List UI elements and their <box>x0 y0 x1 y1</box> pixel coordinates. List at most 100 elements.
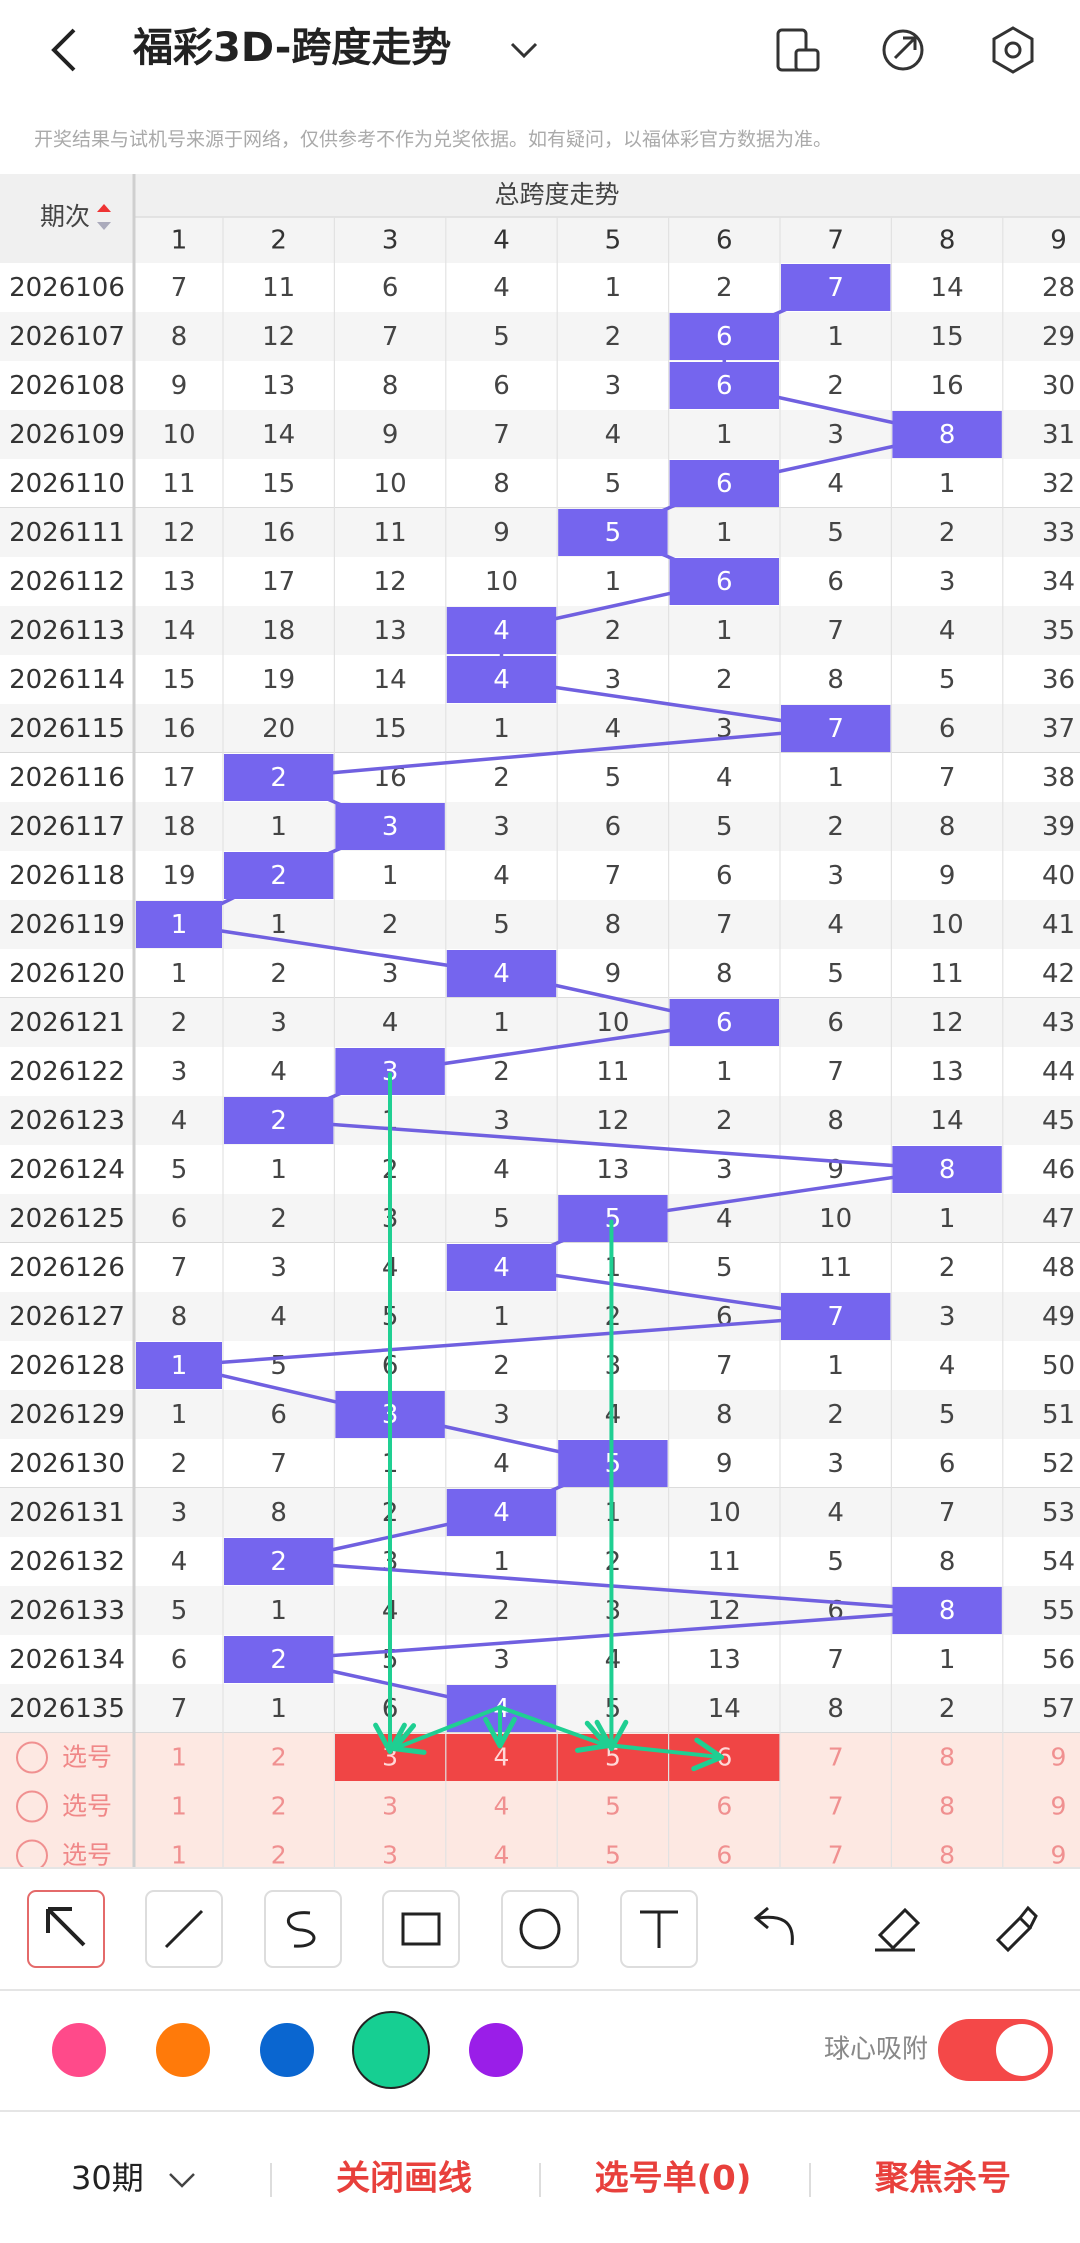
select-number[interactable]: 1 <box>171 1743 187 1772</box>
period-selector[interactable]: 30期 <box>71 2159 144 2197</box>
select-number[interactable]: 3 <box>382 1792 398 1821</box>
span-cell <box>669 460 779 507</box>
select-radio[interactable] <box>16 1741 48 1774</box>
select-number[interactable]: 5 <box>605 1743 621 1772</box>
miss-count: 2 <box>716 1106 733 1136</box>
miss-count: 44 <box>1042 1057 1075 1087</box>
miss-count: 6 <box>939 1449 956 1479</box>
miss-count: 1 <box>270 1694 287 1724</box>
select-number[interactable]: 4 <box>494 1792 510 1821</box>
miss-count: 20 <box>262 714 295 744</box>
select-number[interactable]: 6 <box>716 1841 732 1870</box>
span-value: 2 <box>270 1106 287 1136</box>
select-number[interactable]: 4 <box>494 1841 510 1870</box>
undo-tool[interactable] <box>753 1906 794 1946</box>
miss-count: 16 <box>162 714 195 744</box>
select-number[interactable]: 8 <box>939 1743 955 1772</box>
select-number[interactable]: 6 <box>716 1743 732 1772</box>
text-tool[interactable] <box>640 1910 678 1948</box>
select-number[interactable]: 2 <box>271 1792 287 1821</box>
clear-tool[interactable] <box>995 1905 1038 1953</box>
tool-box <box>382 1890 460 1968</box>
miss-count: 12 <box>596 1106 629 1136</box>
miss-count: 18 <box>262 616 295 646</box>
miss-count: 50 <box>1042 1351 1075 1381</box>
miss-count: 7 <box>939 1498 956 1528</box>
miss-count: 54 <box>1042 1547 1075 1577</box>
column-header: 5 <box>605 226 622 256</box>
pen-color[interactable] <box>52 2023 106 2077</box>
title-dropdown[interactable] <box>510 42 538 59</box>
select-number[interactable]: 9 <box>1051 1841 1067 1870</box>
pen-color[interactable] <box>156 2023 210 2077</box>
settings-icon[interactable] <box>992 26 1034 74</box>
rect-tool[interactable] <box>401 1912 441 1946</box>
issue: 2026119 <box>9 910 125 940</box>
select-number[interactable]: 7 <box>828 1841 844 1870</box>
span-value: 4 <box>493 1498 510 1528</box>
miss-count: 2 <box>171 1008 188 1038</box>
issue-header[interactable]: 期次 <box>40 202 90 231</box>
select-label: 选号 <box>62 1792 112 1821</box>
drawn-arrowhead <box>483 1716 503 1749</box>
issue: 2026126 <box>9 1253 125 1283</box>
miss-count: 1 <box>605 567 622 597</box>
select-radio[interactable] <box>16 1839 48 1871</box>
span-cell <box>335 803 445 850</box>
miss-count: 4 <box>827 910 844 940</box>
span-value: 8 <box>939 420 956 450</box>
curve-tool[interactable] <box>286 1911 316 1948</box>
footer-action[interactable]: 关闭画线 <box>336 2159 472 2199</box>
select-number[interactable]: 7 <box>828 1743 844 1772</box>
selected-cell[interactable] <box>668 1734 780 1781</box>
sort-up <box>97 204 111 212</box>
pen-color[interactable] <box>469 2023 523 2077</box>
miss-count: 8 <box>939 812 956 842</box>
circle-tool[interactable] <box>519 1908 561 1950</box>
span-value: 7 <box>827 714 844 744</box>
select-radio[interactable] <box>16 1790 48 1823</box>
miss-count: 6 <box>493 371 510 401</box>
select-number[interactable]: 5 <box>605 1841 621 1870</box>
select-number[interactable]: 1 <box>171 1841 187 1870</box>
miss-count: 56 <box>1042 1645 1075 1675</box>
line-tool[interactable] <box>164 1909 204 1949</box>
select-number[interactable]: 1 <box>171 1792 187 1821</box>
select-number[interactable]: 8 <box>939 1841 955 1870</box>
issue: 2026127 <box>9 1302 125 1332</box>
miss-count: 28 <box>1042 273 1075 303</box>
back-button[interactable] <box>51 28 76 72</box>
pen-color[interactable] <box>260 2023 314 2077</box>
miss-count: 5 <box>493 910 510 940</box>
select-number[interactable]: 2 <box>271 1743 287 1772</box>
row-bg <box>0 704 1080 753</box>
span-cell <box>781 1293 891 1340</box>
share-icon[interactable] <box>882 29 924 71</box>
select-tool[interactable] <box>46 1907 86 1947</box>
select-number[interactable]: 2 <box>271 1841 287 1870</box>
miss-count: 5 <box>716 812 733 842</box>
miss-count: 7 <box>939 763 956 793</box>
tool-box <box>27 1890 105 1968</box>
row-bg <box>0 753 1080 802</box>
select-number[interactable]: 9 <box>1051 1743 1067 1772</box>
miss-count: 43 <box>1042 1008 1075 1038</box>
select-number[interactable]: 8 <box>939 1792 955 1821</box>
select-number[interactable]: 9 <box>1051 1792 1067 1821</box>
select-number[interactable]: 6 <box>716 1792 732 1821</box>
miss-count: 6 <box>939 714 956 744</box>
pen-color[interactable] <box>352 2011 430 2089</box>
footer-action[interactable]: 选号单(0) <box>595 2159 752 2199</box>
select-number[interactable]: 3 <box>382 1841 398 1870</box>
footer-action[interactable]: 聚焦杀号 <box>874 2159 1011 2199</box>
issue: 2026130 <box>9 1449 125 1479</box>
select-number[interactable]: 5 <box>605 1792 621 1821</box>
miss-count: 34 <box>1042 567 1075 597</box>
miss-count: 2 <box>382 910 399 940</box>
eraser-tool[interactable] <box>875 1907 921 1952</box>
miss-count: 1 <box>493 1547 510 1577</box>
select-number[interactable]: 7 <box>828 1792 844 1821</box>
miss-count: 4 <box>605 714 622 744</box>
select-number[interactable]: 4 <box>494 1743 510 1772</box>
miss-count: 8 <box>827 1106 844 1136</box>
